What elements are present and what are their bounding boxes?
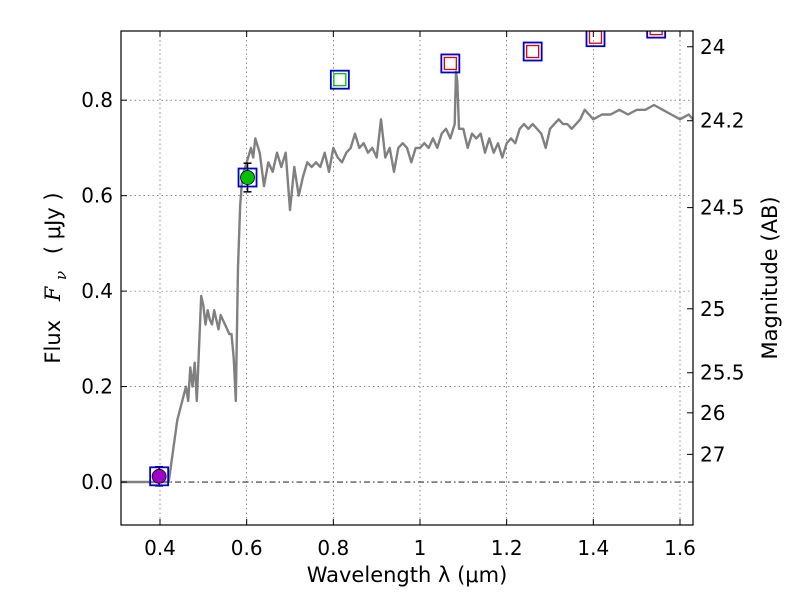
x-tick-label: 1.4 bbox=[577, 536, 609, 560]
y-tick-label: 0.8 bbox=[81, 88, 113, 112]
x-tick-label: 1.2 bbox=[491, 536, 523, 560]
x-tick-label: 1.6 bbox=[664, 536, 696, 560]
photometry-marker bbox=[649, 31, 663, 36]
photometry-marker bbox=[588, 31, 603, 44]
x-tick-label: 0.4 bbox=[144, 536, 176, 560]
photometry-box bbox=[329, 69, 350, 90]
photometry-box bbox=[646, 31, 667, 39]
y-axis-ticks: 0.0 0.2 0.4 0.6 0.8 bbox=[81, 88, 127, 494]
photometry-marker bbox=[151, 468, 167, 484]
right-axis-label: Magnitude (AB) bbox=[758, 196, 782, 359]
photometry-marker bbox=[526, 44, 540, 59]
y-tick-label: 0.0 bbox=[81, 470, 113, 494]
x-axis-label: Wavelength λ (μm) bbox=[307, 563, 508, 587]
y-axis-label-prefix: Flux bbox=[41, 320, 65, 364]
right-tick-label: 25.5 bbox=[700, 361, 745, 385]
plot-frame bbox=[120, 30, 694, 526]
y-axis-label-symbol: F bbox=[41, 285, 65, 302]
x-axis-ticks: 0.4 0.6 0.8 1 1.2 1.4 1.6 bbox=[144, 31, 696, 560]
y-tick-label: 0.2 bbox=[81, 375, 113, 399]
photometry-box bbox=[522, 41, 543, 62]
x-tick-label: 0.6 bbox=[231, 536, 263, 560]
photometry-box bbox=[149, 466, 170, 487]
right-tick-label: 24.2 bbox=[700, 109, 745, 133]
x-tick-label: 1 bbox=[414, 536, 427, 560]
photometry-points bbox=[149, 31, 667, 487]
y-axis-label-unit: ( μJy ) bbox=[41, 192, 65, 254]
y-tick-label: 0.4 bbox=[81, 279, 113, 303]
photometry-marker bbox=[333, 73, 347, 87]
right-axis-ticks: 24 24.2 24.5 25 25.5 26 27 bbox=[687, 35, 745, 466]
y-axis-label: Flux F ν ( μJy ) bbox=[41, 192, 71, 363]
right-tick-label: 26 bbox=[700, 401, 725, 425]
right-tick-label: 25 bbox=[700, 297, 725, 321]
photometry-marker bbox=[240, 170, 255, 185]
model-spectrum-line bbox=[121, 70, 693, 484]
photometry-box bbox=[585, 31, 606, 48]
y-tick-label: 0.6 bbox=[81, 184, 113, 208]
right-tick-label: 27 bbox=[700, 442, 725, 466]
svg-text:Flux F ν ( μ: Flux F ν ( μJy ) bbox=[41, 192, 71, 363]
photometry-marker bbox=[443, 56, 457, 71]
x-tick-label: 0.8 bbox=[317, 536, 349, 560]
right-tick-label: 24 bbox=[700, 35, 725, 59]
photometry-box bbox=[440, 53, 461, 74]
grid-lines bbox=[121, 31, 693, 525]
photometry-box bbox=[237, 167, 258, 188]
y-axis-label-subscript: ν bbox=[52, 271, 70, 280]
right-axis-label-text: Magnitude (AB) bbox=[758, 196, 782, 359]
right-tick-label: 24.5 bbox=[700, 196, 745, 220]
